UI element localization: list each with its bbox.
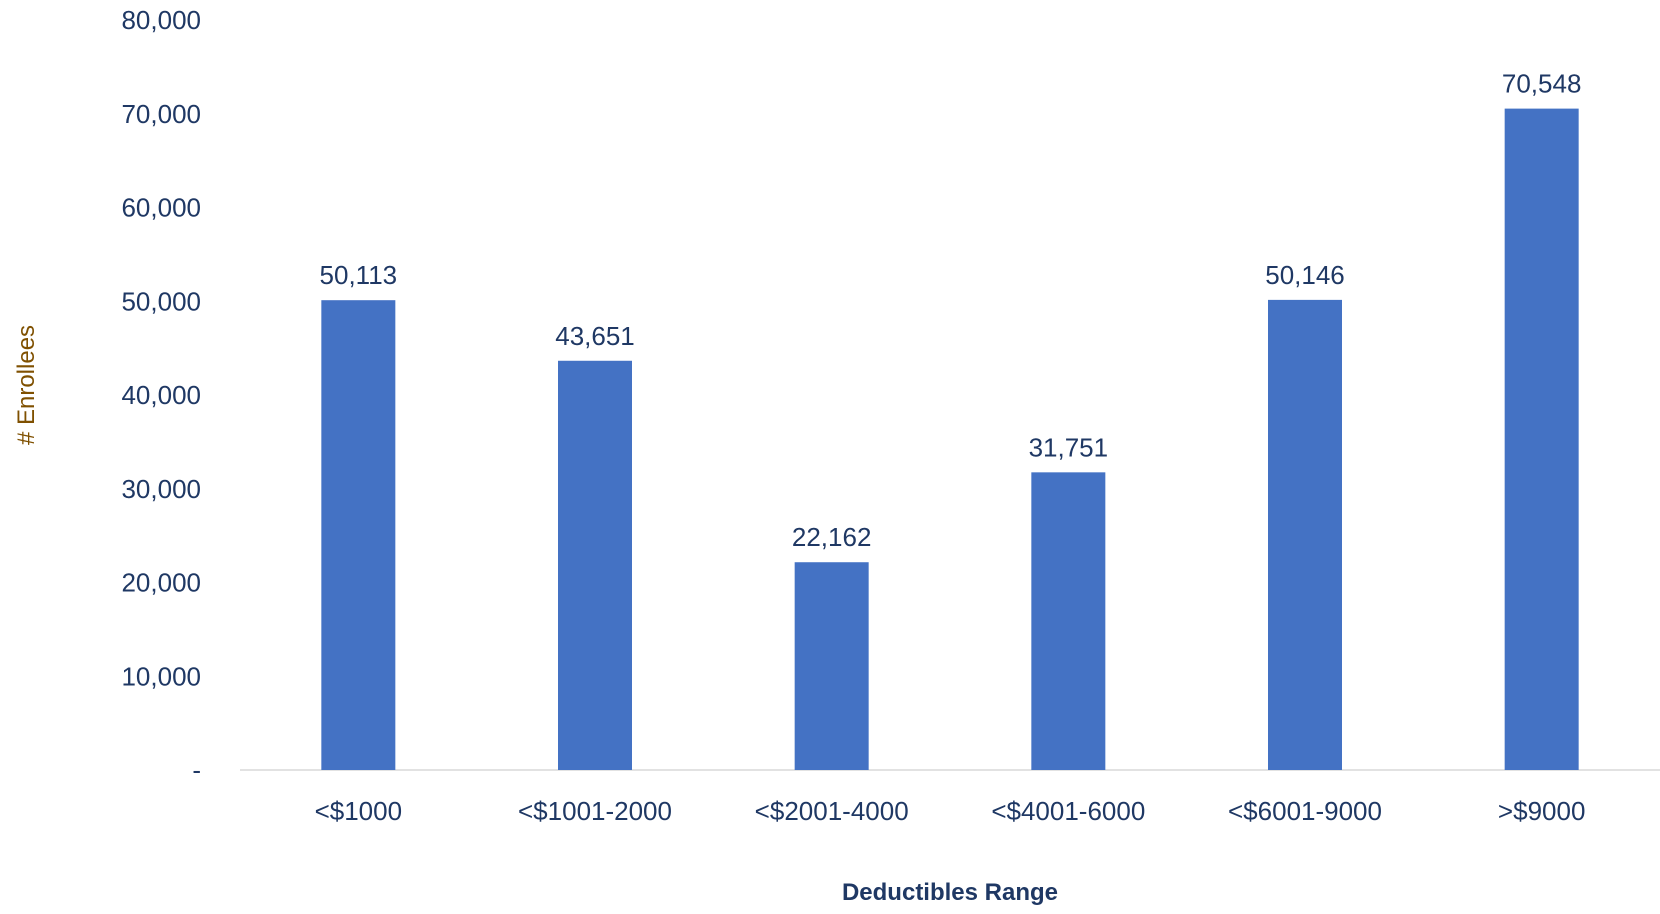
x-tick-label: >$9000	[1498, 796, 1585, 826]
bar-data-label: 50,113	[320, 260, 398, 290]
y-tick-label: 80,000	[121, 5, 201, 35]
bar-data-label: 31,751	[1029, 432, 1109, 462]
bar	[1031, 472, 1106, 770]
y-axis-ticks: - 10,000 20,000 30,000 40,000 50,000 60,000 70,…	[121, 5, 201, 785]
y-tick-label: -	[192, 755, 201, 785]
y-tick-label: 20,000	[121, 568, 201, 598]
y-tick-label: 50,000	[121, 286, 201, 316]
y-tick-label: 30,000	[121, 474, 201, 504]
y-tick-label: 10,000	[121, 661, 201, 691]
x-tick-label: <$1000	[315, 796, 402, 826]
y-tick-label: 40,000	[121, 380, 201, 410]
y-tick-label: 60,000	[121, 193, 201, 223]
x-tick-label: <$6001-9000	[1228, 796, 1382, 826]
bar-data-label: 70,548	[1502, 69, 1582, 99]
y-axis-title: # Enrollees	[13, 325, 40, 445]
bar-data-label: 43,651	[555, 321, 635, 351]
y-tick-label: 70,000	[121, 99, 201, 129]
x-axis-title: Deductibles Range	[842, 879, 1058, 906]
bar-data-label: 50,146	[1265, 260, 1345, 290]
x-tick-label: <$2001-4000	[755, 796, 909, 826]
bars	[321, 108, 1579, 771]
bar	[794, 562, 869, 770]
bar	[558, 360, 632, 770]
bar-data-label: 22,162	[792, 522, 872, 552]
bar	[1268, 299, 1342, 770]
x-tick-label: <$4001-6000	[991, 796, 1145, 826]
bar	[321, 300, 396, 770]
x-tick-label: <$1001-2000	[518, 796, 672, 826]
data-labels: 50,113 43,651 22,162 31,751 50,146 70,548	[320, 69, 1582, 553]
bar	[1504, 108, 1579, 771]
x-axis-ticks: <$1000 <$1001-2000 <$2001-4000 <$4001-6000 <…	[315, 796, 1586, 826]
